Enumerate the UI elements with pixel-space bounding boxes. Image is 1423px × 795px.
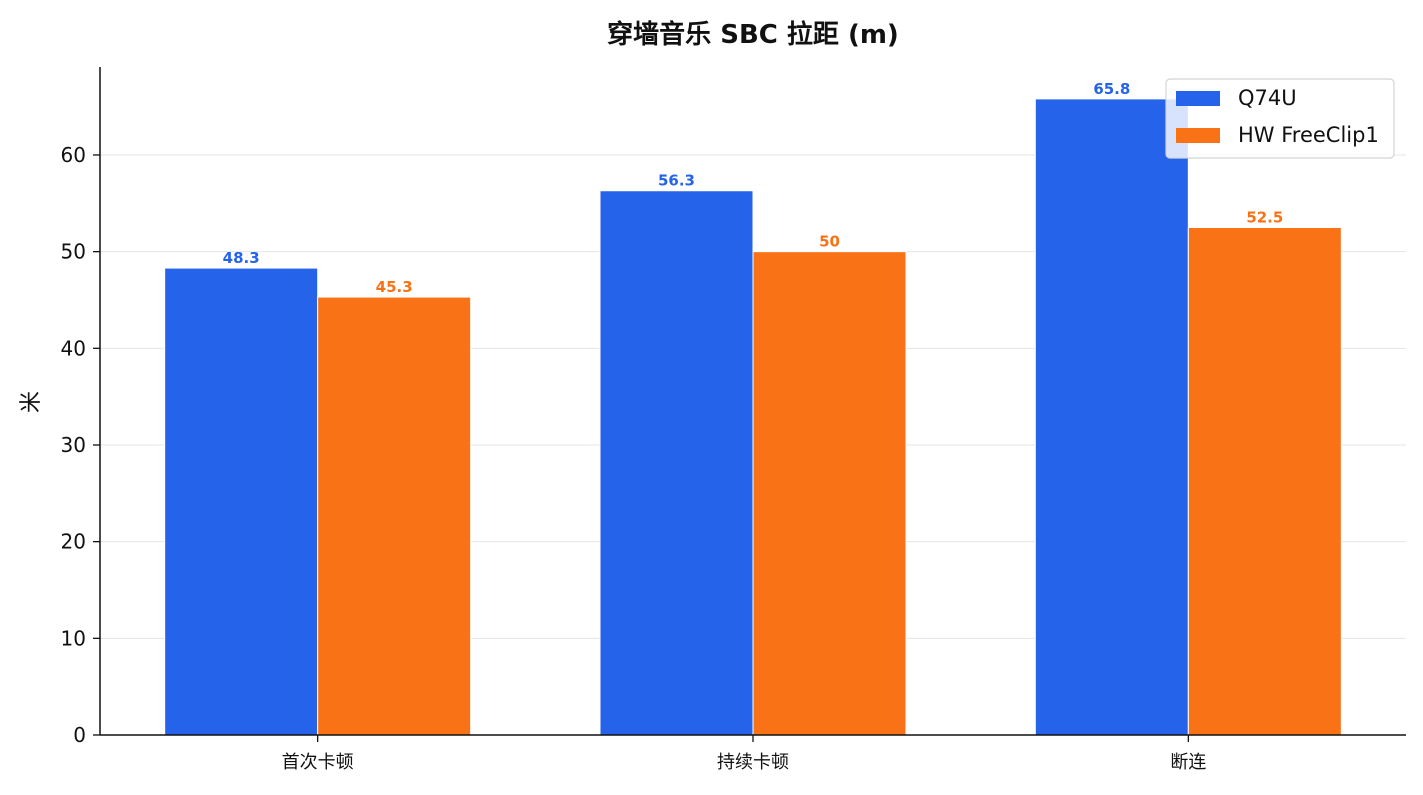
y-tick-label: 50 (61, 240, 86, 264)
bar-value-label: 56.3 (658, 172, 695, 190)
x-tick-label: 断连 (1170, 752, 1206, 773)
bar-value-label: 48.3 (223, 249, 260, 267)
legend-entry-label: Q74U (1238, 86, 1297, 110)
bar-value-label: 50 (819, 233, 840, 251)
bar-series-1-2 (599, 190, 754, 736)
bar-series-2-1 (317, 296, 472, 736)
legend-swatch (1176, 128, 1220, 143)
bar-series-2-2 (752, 251, 907, 736)
y-axis-label: 米 (19, 391, 44, 413)
legend-swatch (1176, 91, 1220, 106)
x-tick-label: 首次卡顿 (282, 752, 354, 773)
bar-labels-layer: 48.3 45.3 56.3 50 65.8 52.5 (223, 80, 1284, 296)
bars-layer (164, 98, 1342, 736)
bar-series-1-3 (1034, 98, 1189, 736)
bar-series-1-1 (164, 267, 319, 736)
legend-box (1165, 78, 1395, 159)
bar-series-2-3 (1187, 226, 1342, 736)
axes-layer: 0 10 20 30 40 50 60 首次卡顿 持续卡顿 断连 (61, 67, 1406, 773)
bar-value-label: 52.5 (1246, 208, 1283, 226)
y-tick-label: 0 (73, 723, 86, 747)
bar-value-label: 65.8 (1093, 80, 1130, 98)
chart-title: 穿墙音乐 SBC 拉距 (m) (607, 19, 899, 50)
y-tick-label: 20 (61, 530, 86, 554)
y-tick-label: 30 (61, 433, 86, 457)
legend[interactable]: Q74U HW FreeClip1 (1165, 78, 1395, 159)
y-tick-label: 40 (61, 336, 86, 360)
y-tick-label: 60 (61, 143, 86, 167)
bar-value-label: 45.3 (376, 278, 413, 296)
y-tick-label: 10 (61, 626, 86, 650)
legend-entry-label: HW FreeClip1 (1238, 123, 1379, 147)
x-tick-label: 持续卡顿 (717, 752, 789, 773)
